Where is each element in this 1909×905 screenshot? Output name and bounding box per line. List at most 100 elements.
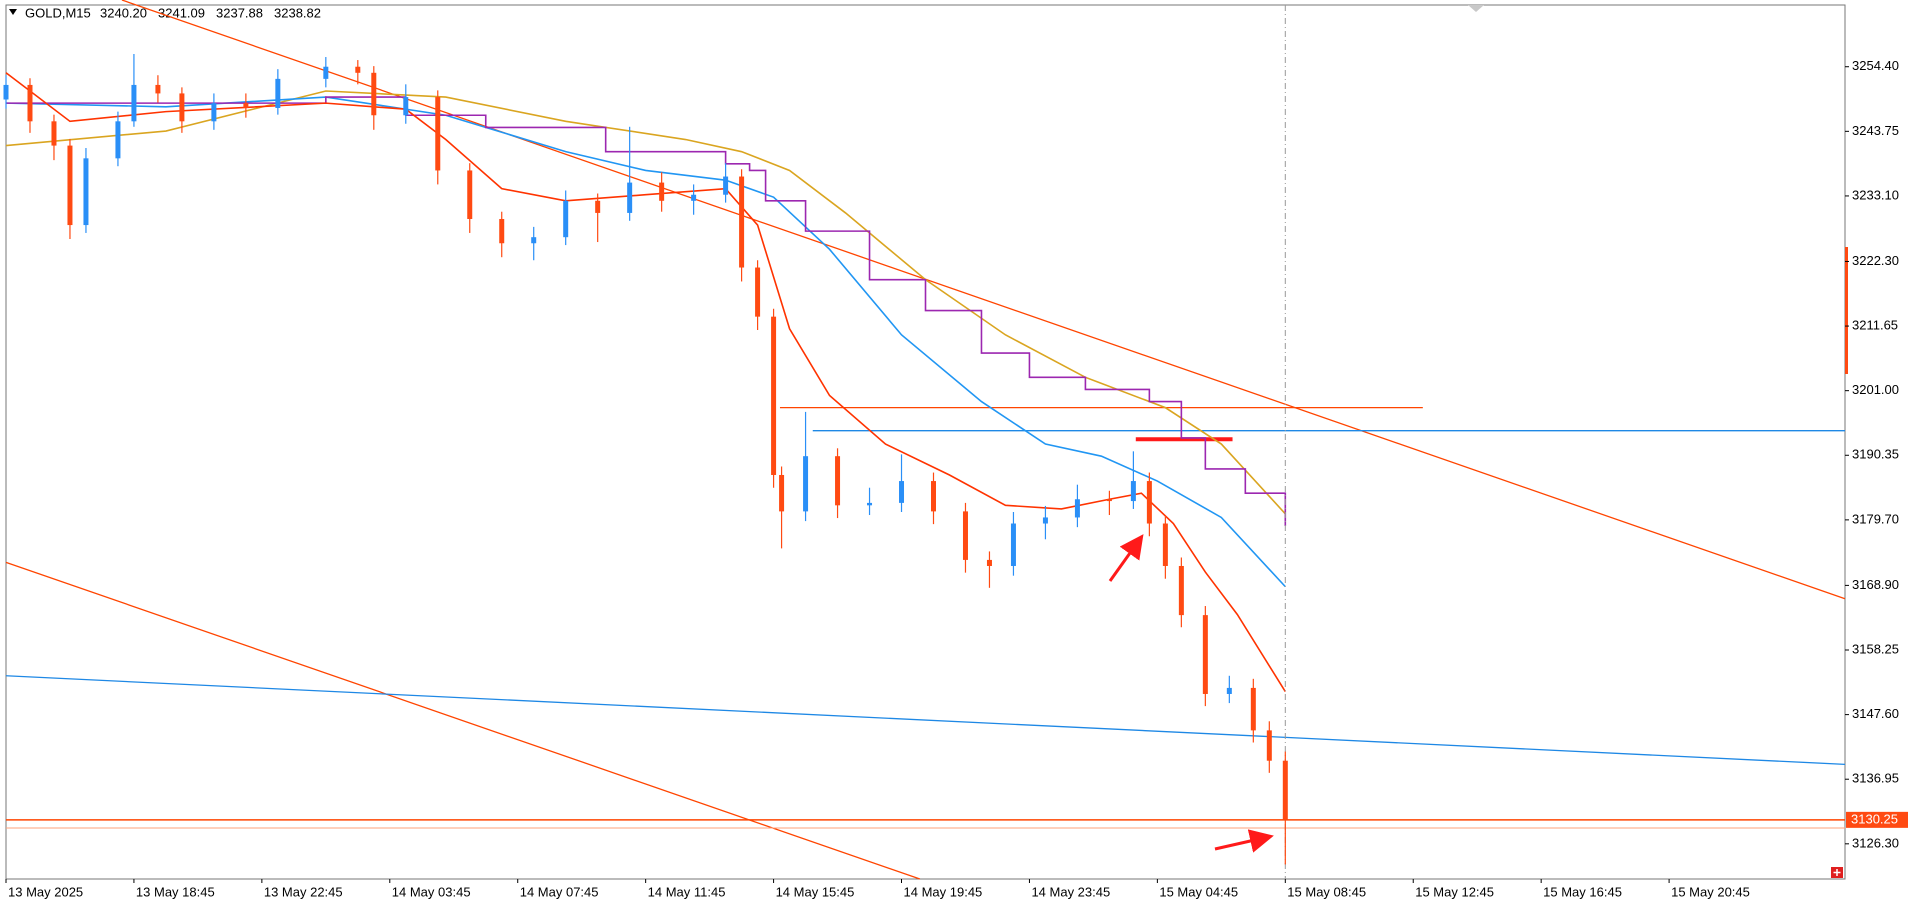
y-tick-label: 3211.65 — [1852, 317, 1898, 332]
candle-body — [531, 237, 537, 244]
x-tick-label: 15 May 12:45 — [1415, 884, 1494, 899]
candle-body — [739, 176, 745, 268]
candle-body — [627, 182, 633, 213]
candle-body — [1146, 481, 1152, 524]
y-tick-label: 3179.70 — [1852, 511, 1899, 526]
y-tick-label: 3243.75 — [1852, 123, 1899, 138]
y-tick-label: 3233.10 — [1852, 187, 1899, 202]
candle-body — [1130, 481, 1136, 502]
ohlc-close: 3238.82 — [274, 5, 321, 20]
annotation-arrow — [1108, 534, 1144, 582]
candle-body — [403, 97, 409, 116]
x-tick-label: 14 May 07:45 — [520, 884, 599, 899]
candle-body — [467, 170, 473, 219]
candle-body — [1162, 523, 1168, 566]
candle-body — [115, 121, 121, 159]
y-tick-label: 3158.25 — [1852, 641, 1899, 656]
candle-body — [1074, 499, 1080, 518]
candle-body — [83, 158, 89, 226]
candle-body — [779, 474, 785, 512]
candle-body — [1282, 760, 1288, 820]
indicator-line — [5, 72, 1286, 692]
candle-body — [691, 194, 697, 201]
candle-body — [930, 481, 936, 512]
x-tick-label: 13 May 2025 — [8, 884, 83, 899]
candle-body — [1202, 615, 1208, 694]
candle-body — [3, 84, 9, 100]
trendline — [5, 561, 921, 880]
candle-body — [1106, 499, 1112, 502]
x-tick-label: 14 May 11:45 — [648, 884, 726, 899]
indicator-line — [6, 96, 1287, 526]
y-tick-label: 3201.00 — [1852, 382, 1899, 397]
candle-body — [67, 145, 73, 226]
ohlc-high: 3241.09 — [158, 5, 205, 20]
y-tick-label: 3168.90 — [1852, 577, 1899, 592]
candle-body — [323, 66, 329, 79]
y-tick-label: 3147.60 — [1852, 706, 1899, 721]
x-tick-label: 14 May 03:45 — [392, 884, 471, 899]
candle-body — [867, 502, 873, 506]
trendline — [5, 675, 1846, 765]
candle-body — [371, 72, 377, 116]
x-tick-label: 15 May 20:45 — [1671, 884, 1750, 899]
candle-body — [755, 267, 761, 317]
x-tick-label: 14 May 15:45 — [776, 884, 855, 899]
candle-body — [595, 200, 601, 213]
menu-triangle[interactable] — [9, 9, 17, 15]
candle-body — [275, 78, 281, 108]
candle-body — [211, 103, 217, 122]
candle-body — [27, 84, 33, 122]
y-tick-label: 3126.30 — [1852, 835, 1899, 850]
candle-body — [243, 103, 249, 108]
ohlc-open: 3240.20 — [100, 5, 147, 20]
candle-body — [563, 200, 569, 238]
candle-body — [1010, 523, 1016, 566]
candle-body — [179, 93, 185, 122]
y-tick-label: 3222.30 — [1852, 253, 1899, 268]
y-tick-label: 3190.35 — [1852, 447, 1899, 462]
candle-body — [835, 456, 841, 506]
candle-body — [899, 481, 905, 503]
x-tick-label: 13 May 18:45 — [136, 884, 215, 899]
candle-body — [355, 66, 361, 73]
candle-body — [1178, 565, 1184, 616]
trendline — [121, 0, 1846, 600]
x-tick-label: 15 May 16:45 — [1543, 884, 1622, 899]
y-tick-label: 3136.95 — [1852, 771, 1899, 786]
candle-body — [155, 84, 161, 94]
candle-body — [723, 176, 729, 195]
x-tick-label: 14 May 19:45 — [904, 884, 983, 899]
candle-body — [1042, 517, 1048, 524]
x-tick-label: 14 May 23:45 — [1031, 884, 1110, 899]
x-tick-label: 13 May 22:45 — [264, 884, 343, 899]
candle-body — [435, 97, 441, 171]
candle-body — [659, 182, 665, 201]
ohlc-low: 3237.88 — [216, 5, 263, 20]
candle-body — [1266, 730, 1272, 761]
last-price-label: 3130.25 — [1851, 811, 1898, 826]
indicator-line — [5, 96, 1286, 588]
x-tick-label: 15 May 08:45 — [1287, 884, 1366, 899]
last-price-box — [1846, 811, 1908, 828]
volume-bar — [1845, 247, 1848, 374]
candle-body — [51, 121, 57, 146]
annotation-arrow — [1214, 829, 1274, 853]
shift-marker — [1468, 5, 1484, 12]
y-tick-label: 3254.40 — [1852, 58, 1899, 73]
symbol: GOLD,M15 — [25, 5, 91, 20]
add-icon — [1833, 869, 1841, 876]
candle-body — [499, 218, 505, 244]
candle-body — [1226, 687, 1232, 694]
candle-body — [771, 316, 777, 475]
candle-body — [962, 511, 968, 560]
candle-body — [803, 456, 809, 512]
indicator-line — [5, 90, 1286, 515]
x-tick-label: 15 May 04:45 — [1159, 884, 1238, 899]
candle-body — [1250, 687, 1256, 731]
plot-border — [5, 4, 1846, 880]
candle-body — [986, 559, 992, 566]
candle-body — [131, 84, 137, 122]
